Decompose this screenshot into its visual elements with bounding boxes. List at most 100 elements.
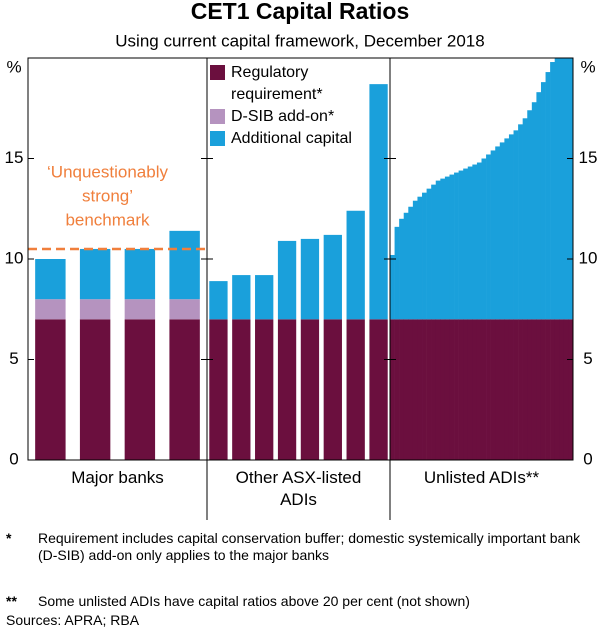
y-tick-label: 5 [9, 349, 18, 368]
y-axis-label: % [580, 57, 595, 76]
bar-segment [476, 162, 482, 320]
bar-segment [454, 172, 459, 320]
bar-segment [255, 275, 274, 320]
bar-segment [369, 84, 388, 320]
bar-segment [481, 319, 487, 460]
bar-segment [536, 319, 542, 460]
bar-segment [431, 184, 437, 320]
bar-segment [399, 319, 405, 460]
bar-segment [486, 154, 491, 320]
bar-segment [481, 158, 487, 320]
bar-segment [495, 146, 501, 320]
bar-segment [568, 58, 574, 320]
bar-segment [346, 319, 365, 460]
bar-segment [426, 188, 432, 320]
bar-segment [499, 319, 505, 460]
bar-segment [559, 58, 565, 320]
bar-segment [412, 319, 418, 460]
bar-segment [545, 319, 551, 460]
footnote: ** Some unlisted ADIs have capital ratios… [6, 593, 586, 610]
x-axis-label: Unlisted ADIs** [423, 468, 540, 487]
bar-segment [545, 72, 551, 320]
legend: Regulatory requirement* D-SIB add-on* Addi… [210, 62, 378, 150]
bar-segment [403, 319, 409, 460]
bar-segment [403, 212, 409, 320]
legend-item: D-SIB add-on* [210, 106, 378, 128]
bar-segment [426, 319, 432, 460]
bar-segment [467, 166, 473, 320]
footnote: * Requirement includes capital conservati… [6, 530, 586, 564]
bar-segment [209, 281, 228, 320]
bar-segment [522, 118, 528, 320]
bar-segment [540, 319, 546, 460]
bar-segment [568, 319, 574, 460]
bar-segment [79, 248, 111, 300]
bar-segment [232, 275, 251, 320]
bar-segment [495, 319, 501, 460]
bar-segment [559, 319, 565, 460]
bar-segment [35, 319, 66, 460]
chart-title: CET1 Capital Ratios [191, 0, 410, 24]
bar-segment [435, 180, 441, 320]
bar-segment [449, 319, 455, 460]
legend-swatch [210, 65, 225, 80]
bar-segment [458, 170, 464, 320]
y-tick-label: 10 [5, 248, 24, 267]
bar-segment [504, 138, 510, 320]
bar-segment [323, 234, 342, 320]
bar-segment [169, 230, 200, 300]
bar-segment [408, 206, 414, 320]
bar-segment [440, 319, 446, 460]
legend-label: D-SIB add-on* [231, 108, 335, 125]
bar-segment [169, 299, 200, 320]
bar-segment [346, 210, 365, 320]
legend-swatch [210, 131, 225, 146]
bar-segment [79, 299, 111, 320]
footnote-mark: ** [6, 593, 17, 609]
plot-frame [27, 57, 574, 461]
source: Sources: APRA; RBA [6, 612, 140, 628]
bar-segment [394, 226, 400, 320]
bar-segment [444, 319, 450, 460]
legend-swatch [210, 109, 225, 124]
legend-item: Additional capital [210, 128, 378, 150]
bar-segment [527, 319, 533, 460]
bar-segment [472, 164, 478, 320]
bar-segment [323, 319, 342, 460]
bar-segment [124, 319, 156, 460]
footnote-text: Requirement includes capital conservatio… [38, 530, 581, 563]
bar-segment [79, 319, 111, 460]
bar-segment [435, 319, 441, 460]
y-tick-label: 15 [5, 148, 24, 167]
benchmark-label: benchmark [65, 210, 150, 229]
x-axis-label: Other ASX-listed ADIs [235, 468, 362, 509]
bar-segment [454, 319, 459, 460]
bar-segment [508, 134, 514, 320]
y-axis-label: % [6, 57, 21, 76]
bar-segment [472, 319, 478, 460]
bar-segment [232, 319, 251, 460]
bar-segment [369, 319, 388, 460]
bar-segment [417, 319, 423, 460]
bar-segment [536, 92, 542, 320]
bar-segment [518, 124, 523, 320]
legend-label: Additional capital [231, 130, 352, 147]
bar-segment [550, 319, 555, 460]
bar-segment [490, 150, 496, 320]
bar-segment [527, 110, 533, 320]
bar-segment [422, 192, 427, 320]
bar-segment [458, 319, 464, 460]
bar-segment [35, 259, 66, 300]
y-tick-label: 10 [579, 248, 598, 267]
bar-segment [124, 248, 156, 300]
bar-segment [554, 58, 560, 320]
footnote-mark: * [6, 530, 12, 546]
bar-segment [300, 319, 320, 460]
bar-segment [463, 168, 469, 320]
legend-label: Regulatory requirement* [231, 64, 323, 103]
bar-segment [508, 319, 514, 460]
bar-segment [486, 319, 491, 460]
bar-segment [422, 319, 427, 460]
bars [35, 58, 574, 460]
benchmark-label: strong’ [82, 186, 133, 205]
